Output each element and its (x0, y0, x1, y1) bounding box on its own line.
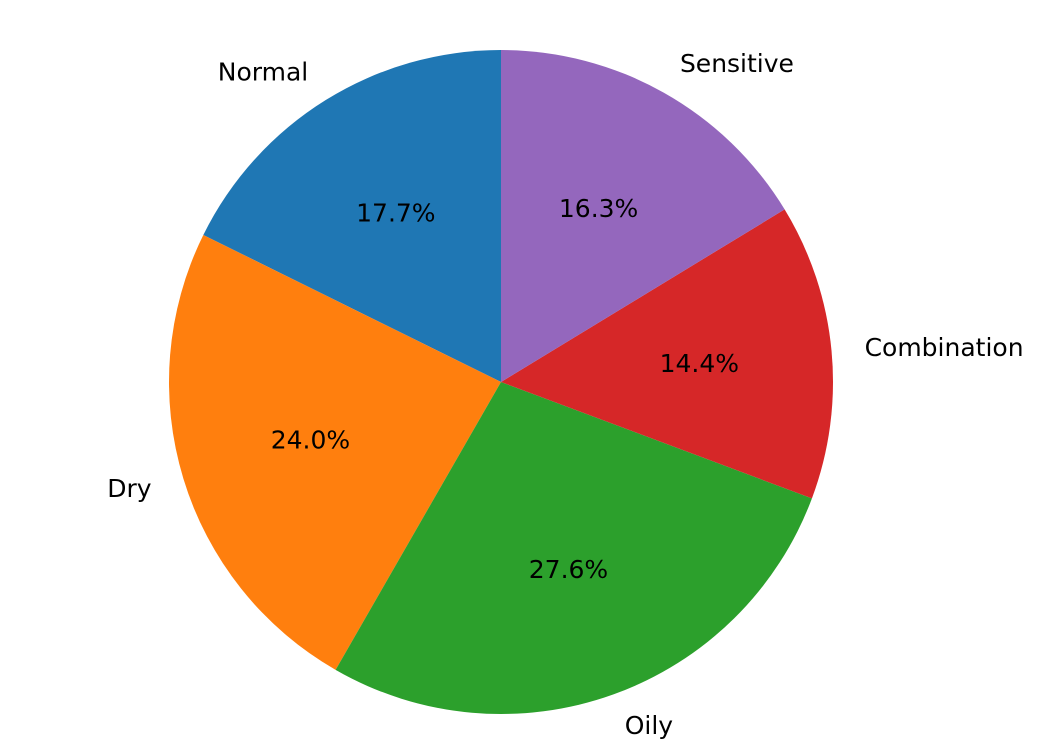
category-label-combination: Combination (865, 333, 1024, 362)
pie-slice-normal (203, 50, 501, 382)
pie-slice-dry (168, 235, 501, 670)
category-labels-layer: Normal Dry Oily Combination Sensitive (107, 49, 1023, 740)
percent-label-oily: 27.6% (529, 555, 608, 584)
percent-labels-layer: 17.7% 24.0% 27.6% 14.4% 16.3% (271, 194, 739, 584)
percent-label-combination: 14.4% (660, 349, 739, 378)
pie-slice-oily (335, 382, 812, 714)
pie-slice-sensitive (501, 50, 785, 382)
category-label-oily: Oily (625, 711, 674, 740)
slices-layer (168, 50, 833, 714)
percent-label-normal: 17.7% (356, 198, 435, 227)
category-label-dry: Dry (107, 474, 152, 503)
category-label-normal: Normal (218, 57, 308, 86)
percent-label-sensitive: 16.3% (559, 194, 638, 223)
percent-label-dry: 24.0% (271, 425, 350, 454)
category-label-sensitive: Sensitive (680, 49, 794, 78)
pie-slice-combination (501, 209, 833, 499)
